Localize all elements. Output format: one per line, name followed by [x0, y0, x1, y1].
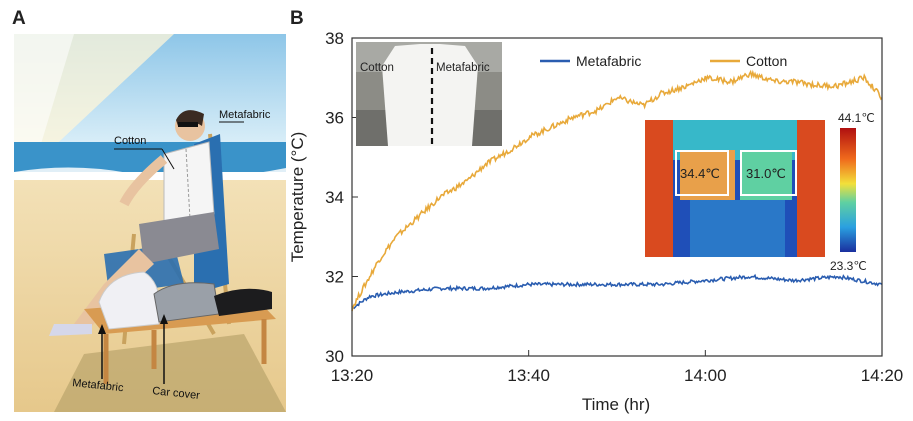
vest-photo — [382, 44, 478, 146]
scale-max-label: 44.1℃ — [838, 111, 875, 125]
cotton-region-box — [675, 150, 729, 196]
plot-frame — [351, 37, 883, 357]
y-tick-label: 38 — [325, 29, 344, 48]
legend-metafabric: Metafabric — [576, 53, 641, 69]
photo-metafabric-label: Metafabric — [436, 62, 490, 74]
label-car-cover: Car cover — [152, 385, 201, 402]
x-tick-label: 13:20 — [331, 366, 374, 385]
y-tick-label: 36 — [325, 109, 344, 128]
label-cotton: Cotton — [114, 135, 146, 147]
legend-cotton: Cotton — [746, 53, 787, 69]
shorts — [139, 212, 219, 264]
thermal-color-scale — [840, 128, 856, 252]
panel-b-letter: B — [290, 8, 304, 29]
y-tick-label: 32 — [325, 268, 344, 287]
x-axis-label: Time (hr) — [582, 395, 650, 414]
photo-inset: Cotton Metafabric — [356, 42, 502, 146]
x-tick-label: 14:20 — [861, 366, 904, 385]
metafabric-region-box — [740, 150, 797, 196]
y-tick-label: 34 — [325, 188, 344, 207]
label-bottom-metafabric: Metafabric — [72, 377, 125, 394]
y-tick-label: 30 — [325, 347, 344, 366]
legend: Metafabric Cotton — [540, 53, 787, 69]
metafabric-series-line — [351, 273, 883, 310]
table-shadow — [54, 334, 286, 412]
cotton-series-line — [351, 69, 883, 312]
cotton-temp-label: 34.4℃ — [680, 166, 720, 181]
x-tick-label: 14:00 — [684, 366, 727, 385]
thermal-inset: 34.4℃ 31.0℃ — [645, 120, 825, 257]
photo-cotton-label: Cotton — [360, 62, 394, 74]
x-tick-label: 13:40 — [507, 366, 550, 385]
label-metafabric: Metafabric — [219, 109, 271, 121]
toy-car — [214, 288, 272, 316]
scale-min-label: 23.3℃ — [830, 259, 867, 273]
metafabric-temp-label: 31.0℃ — [746, 166, 786, 181]
y-axis-label: Temperature (°C) — [288, 132, 307, 263]
panel-a-letter: A — [12, 8, 26, 29]
beach-illustration: Cotton Metafabric Metafabric Car cover — [14, 34, 286, 412]
